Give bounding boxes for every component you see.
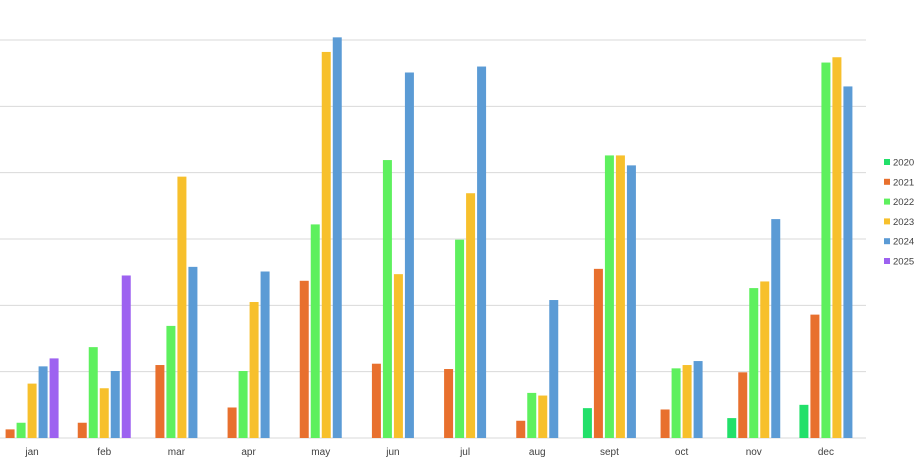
legend-label-2021[interactable]: 2021 bbox=[893, 177, 914, 188]
legend-swatch-2024 bbox=[884, 238, 890, 245]
bar-jan-2022 bbox=[16, 422, 26, 438]
legend-swatch-2023 bbox=[884, 218, 890, 225]
bar-aug-2023 bbox=[538, 395, 548, 438]
x-tick-label: nov bbox=[746, 447, 762, 458]
x-tick-label: sept bbox=[600, 447, 619, 458]
bar-apr-2024 bbox=[260, 271, 270, 438]
x-tick-label: aug bbox=[529, 447, 546, 458]
bar-aug-2022 bbox=[527, 392, 537, 438]
bar-jan-2024 bbox=[38, 366, 48, 438]
bar-jul-2023 bbox=[466, 193, 476, 438]
bar-nov-2024 bbox=[771, 219, 781, 438]
bar-jan-2021 bbox=[5, 429, 15, 438]
bar-jul-2022 bbox=[455, 239, 465, 438]
x-tick-label: feb bbox=[97, 447, 111, 458]
bar-aug-2021 bbox=[516, 420, 526, 438]
bar-jan-2025 bbox=[49, 358, 59, 438]
x-tick-label: jul bbox=[459, 447, 470, 458]
bar-jun-2024 bbox=[404, 72, 414, 439]
x-tick-label: dec bbox=[818, 447, 834, 458]
bar-jan-2023 bbox=[27, 383, 37, 438]
bar-jun-2022 bbox=[382, 160, 392, 438]
legend-label-2024[interactable]: 2024 bbox=[893, 237, 914, 248]
bar-feb-2025 bbox=[121, 275, 131, 438]
legend-label-2023[interactable]: 2023 bbox=[893, 217, 914, 228]
legend-swatch-2020 bbox=[884, 159, 890, 165]
bar-apr-2022 bbox=[238, 371, 248, 438]
bar-feb-2023 bbox=[99, 388, 109, 438]
bar-may-2023 bbox=[321, 51, 331, 438]
x-tick-label: jan bbox=[24, 447, 38, 458]
bar-apr-2023 bbox=[249, 302, 259, 438]
bar-apr-2021 bbox=[227, 407, 237, 438]
legend[interactable]: 2020 2021 2022 2023 2024 2025 bbox=[884, 158, 914, 268]
bar-jul-2021 bbox=[444, 369, 454, 438]
bar-nov-2023 bbox=[760, 281, 770, 438]
legend-label-2022[interactable]: 2022 bbox=[893, 197, 914, 208]
x-tick-label: apr bbox=[241, 447, 256, 458]
bar-dec-2024 bbox=[843, 86, 853, 438]
x-tick-label: mar bbox=[168, 447, 186, 458]
bar-jun-2023 bbox=[393, 274, 403, 438]
x-axis: jan feb mar apr may jun jul aug sept oct nov dec bbox=[24, 447, 834, 458]
bar-jul-2024 bbox=[477, 66, 487, 439]
bar-dec-2023 bbox=[832, 57, 842, 438]
bar-may-2021 bbox=[299, 280, 309, 438]
bar-dec-2022 bbox=[821, 62, 831, 438]
bar-sept-2024 bbox=[626, 165, 636, 438]
bar-nov-2020 bbox=[727, 418, 737, 438]
bar-sept-2023 bbox=[615, 155, 625, 439]
legend-swatch-2022 bbox=[884, 198, 890, 205]
legend-label-2020[interactable]: 2020 bbox=[893, 158, 914, 169]
bar-jun-2021 bbox=[371, 363, 381, 438]
bar-dec-2020 bbox=[799, 404, 809, 438]
bar-may-2022 bbox=[310, 224, 320, 438]
grid-lines bbox=[0, 39, 866, 439]
bar-mar-2024 bbox=[188, 266, 198, 438]
bar-sept-2021 bbox=[593, 268, 603, 438]
bar-may-2024 bbox=[332, 37, 342, 438]
legend-swatch-2025 bbox=[884, 258, 890, 264]
bar-aug-2024 bbox=[549, 300, 559, 438]
bar-sept-2022 bbox=[604, 155, 614, 439]
bars bbox=[5, 37, 853, 439]
legend-label-2025[interactable]: 2025 bbox=[893, 257, 914, 268]
bar-mar-2021 bbox=[155, 365, 165, 438]
x-tick-label: jun bbox=[385, 447, 399, 458]
bar-nov-2021 bbox=[738, 372, 748, 438]
bar-feb-2022 bbox=[88, 347, 98, 438]
bar-oct-2023 bbox=[682, 365, 692, 438]
bar-mar-2023 bbox=[177, 176, 187, 438]
bar-feb-2024 bbox=[110, 371, 120, 438]
bar-feb-2021 bbox=[77, 422, 87, 438]
bar-sept-2020 bbox=[582, 408, 592, 438]
bar-mar-2022 bbox=[166, 325, 176, 438]
bar-oct-2022 bbox=[671, 368, 681, 438]
legend-swatch-2021 bbox=[884, 178, 890, 185]
bar-oct-2024 bbox=[693, 361, 703, 438]
bar-nov-2022 bbox=[749, 288, 759, 438]
x-tick-label: oct bbox=[675, 447, 689, 458]
x-tick-label: may bbox=[311, 447, 330, 458]
bar-oct-2021 bbox=[660, 409, 670, 438]
bar-dec-2021 bbox=[810, 314, 820, 438]
